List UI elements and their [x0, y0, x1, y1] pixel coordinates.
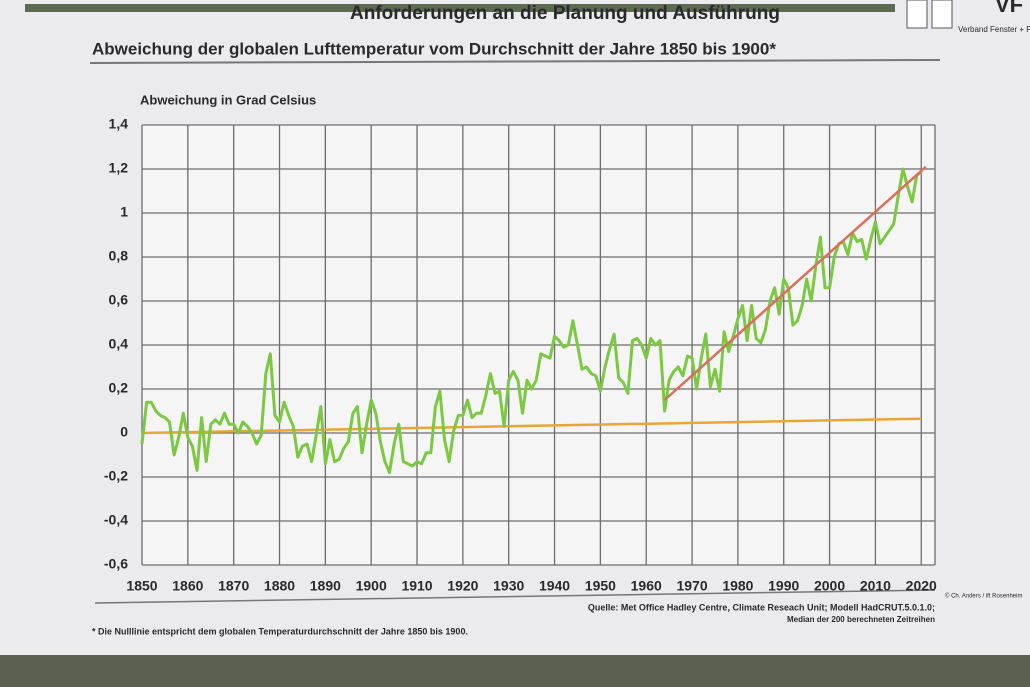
y-tick-label: 0: [120, 424, 128, 440]
y-tick-label: 0,2: [109, 380, 129, 396]
footnote: * Die Nulllinie entspricht dem globalen …: [92, 626, 468, 636]
data-line: [141, 417, 922, 435]
header-bar: [25, 4, 895, 12]
y-tick-label: -0,4: [104, 512, 128, 528]
x-tick-label: 2020: [906, 578, 937, 594]
source: Quelle: Met Office Hadley Centre, Climat…: [588, 602, 935, 612]
chart-title: Abweichung der globalen Lufttemperatur v…: [92, 39, 776, 58]
y-tick-label: 1,4: [109, 116, 129, 132]
x-tick-label: 1990: [768, 578, 799, 594]
x-tick-label: 1970: [676, 578, 707, 594]
data-line: [663, 165, 927, 401]
y-tick-label: 1: [120, 204, 128, 220]
x-tick-label: 1980: [722, 578, 753, 594]
x-tick-label: 2000: [814, 578, 845, 594]
y-tick-label: -0,2: [104, 468, 128, 484]
logo-subtitle: Verband Fenster + Fas: [958, 25, 1030, 34]
x-tick-label: 1900: [356, 578, 387, 594]
logo: VF: [995, 0, 1023, 17]
x-tick-label: 1960: [631, 578, 662, 594]
x-tick-label: 1920: [447, 578, 478, 594]
x-tick-label: 1850: [126, 578, 157, 594]
room-floor: [0, 655, 1030, 687]
y-tick-label: 1,2: [109, 160, 129, 176]
y-tick-label: -0,6: [104, 556, 128, 572]
y-axis-label: Abweichung in Grad Celsius: [140, 92, 316, 107]
y-tick-label: 0,6: [109, 292, 129, 308]
data-line: [140, 167, 923, 475]
x-tick-label: 1880: [264, 578, 295, 594]
header-title: Anforderungen an die Planung und Ausführ…: [350, 3, 780, 24]
logo-icon: [931, 0, 953, 29]
x-tick-label: 1950: [585, 578, 616, 594]
x-tick-label: 1940: [539, 578, 570, 594]
x-tick-label: 1860: [172, 578, 203, 594]
x-tick-label: 1870: [218, 578, 249, 594]
x-tick-label: 2010: [860, 578, 891, 594]
logo-icon: [906, 0, 928, 29]
copyright: © Ch. Anders / ift Rosenheim: [945, 593, 1022, 600]
y-tick-label: 0,8: [109, 248, 129, 264]
source-note: Median der 200 berechneten Zeitreihen: [787, 615, 935, 624]
x-tick-label: 1910: [401, 578, 432, 594]
x-tick-label: 1930: [493, 578, 524, 594]
footer-rule: [94, 589, 936, 604]
y-tick-label: 0,4: [109, 336, 129, 352]
title-rule: [89, 59, 941, 64]
x-tick-label: 1890: [310, 578, 341, 594]
